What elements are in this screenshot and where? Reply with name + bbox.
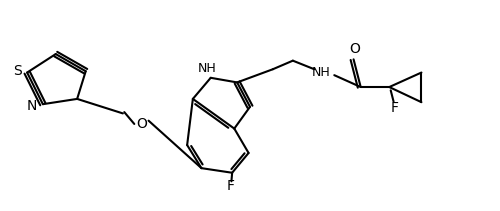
Text: O: O [136, 117, 147, 131]
Text: NH: NH [312, 66, 331, 79]
Text: N: N [26, 99, 36, 112]
Text: S: S [13, 64, 22, 78]
Text: O: O [349, 42, 360, 56]
Text: NH: NH [198, 62, 216, 75]
Text: F: F [226, 179, 234, 193]
Text: F: F [391, 101, 399, 115]
